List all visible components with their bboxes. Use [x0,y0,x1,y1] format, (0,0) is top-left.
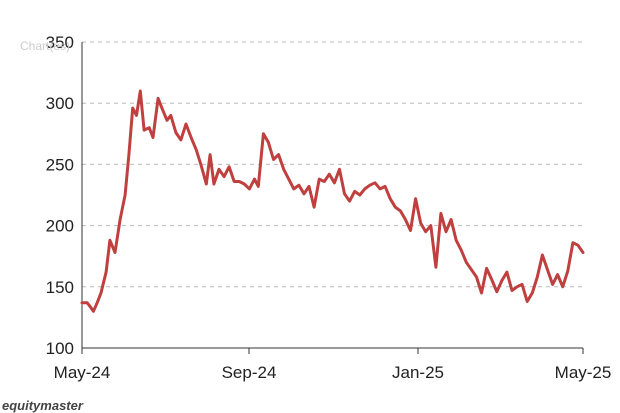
gridlines [82,41,583,288]
y-tick-label: 150 [46,278,74,297]
y-tick-label: 300 [46,94,74,113]
axes [81,42,583,349]
x-tick-labels: May-24 Sep-24 Jan-25 May-25 [54,348,612,382]
watermark: Chart(es) [20,39,70,53]
y-tick-labels: 100 150 200 250 300 350 [46,33,74,358]
y-tick-label: 200 [46,217,74,236]
x-tick-label: May-25 [555,363,612,382]
x-tick-label: May-24 [54,363,111,382]
x-tick-label: Sep-24 [222,363,277,382]
price-series-line [80,89,585,313]
x-tick-label: Jan-25 [392,363,444,382]
y-tick-label: 100 [46,339,74,358]
y-tick-label: 250 [46,155,74,174]
brand-logo: equitymaster [2,398,84,413]
y-tick-label: 350 [46,33,74,52]
